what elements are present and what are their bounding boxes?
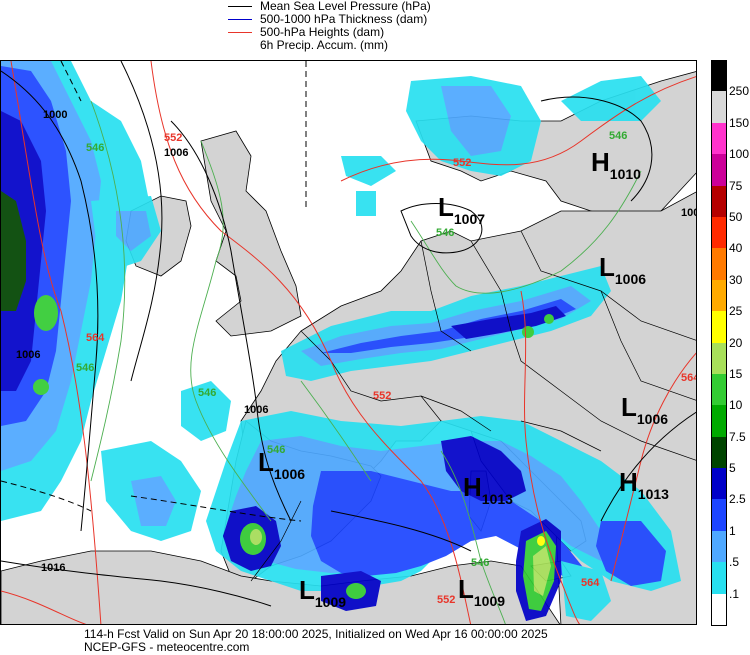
colorbar-tick-label: 1 — [729, 523, 736, 538]
colorbar-swatch — [711, 530, 727, 563]
colorbar-swatch — [711, 373, 727, 406]
msl-label: 1006 — [16, 349, 40, 361]
colorbar-swatch — [711, 91, 727, 124]
weather-map: 1000 1006 1006 1006 1006 1016 552 552 55… — [0, 60, 697, 625]
msl-label: 1006 — [244, 404, 268, 416]
low-pressure-marker: L1007 — [438, 192, 485, 227]
colorbar-swatch — [711, 405, 727, 438]
colorbar-swatch — [711, 499, 727, 532]
colorbar-swatch — [711, 562, 727, 595]
thickness-contours — [90, 100, 642, 624]
low-pressure-marker: L1009 — [458, 574, 505, 609]
colorbar-tick-label: 5 — [729, 461, 736, 476]
precip-colorbar: 250 150 100 75 50 40 30 25 20 15 10 7.5 5 2.5 1 .5 .1 — [708, 60, 750, 626]
thickness-label: 546 — [86, 142, 104, 154]
colorbar-tick-label: 250 — [729, 84, 750, 99]
colorbar-swatch — [711, 154, 727, 187]
legend-line-blue — [228, 19, 252, 20]
forecast-validity-text: 114-h Fcst Valid on Sun Apr 20 18:00:00 … — [84, 627, 548, 641]
heights-label: 552 — [373, 390, 391, 402]
colorbar-swatch — [711, 122, 727, 155]
thickness-label: 546 — [76, 362, 94, 374]
colorbar-tick-label: .1 — [729, 586, 740, 601]
map-canvas: 1000 1006 1006 1006 1006 1016 552 552 55… — [1, 61, 697, 624]
heights-label: 564 — [581, 577, 600, 589]
colorbar-swatch — [711, 468, 727, 501]
high-pressure-marker: H1013 — [619, 467, 669, 502]
colorbar-swatch — [711, 60, 727, 92]
thickness-label: 546 — [267, 444, 285, 456]
source-credit-text: NCEP-GFS - meteocentre.com — [84, 640, 250, 654]
colorbar-tick-label: 20 — [729, 335, 743, 350]
colorbar-tick-label: 15 — [729, 366, 743, 381]
colorbar-swatch — [711, 216, 727, 249]
map-footer: 114-h Fcst Valid on Sun Apr 20 18:00:00 … — [84, 628, 548, 654]
thickness-label: 546 — [609, 130, 627, 142]
low-pressure-marker: L1009 — [299, 575, 346, 610]
colorbar-swatch — [711, 593, 727, 626]
colorbar-tick-label: 2.5 — [729, 492, 746, 507]
thickness-label: 546 — [471, 557, 489, 569]
pressure-systems: H1010 L1007 L1006 L1006 L1006 H1013 H101… — [258, 147, 669, 610]
colorbar-swatch — [711, 311, 727, 344]
heights-label: 552 — [437, 594, 455, 606]
colorbar-tick-label: 100 — [729, 147, 750, 162]
colorbar-tick-label: 75 — [729, 178, 743, 193]
colorbar-swatch — [711, 436, 727, 469]
colorbar-swatch — [711, 279, 727, 312]
colorbar-swatch — [711, 248, 727, 281]
colorbar-swatch — [711, 342, 727, 375]
heights-label: 552 — [453, 157, 471, 169]
colorbar-tick-label: 150 — [729, 115, 750, 130]
legend-label: 6h Precip. Accum. (mm) — [260, 38, 389, 52]
colorbar-tick-label: .5 — [729, 555, 740, 570]
heights-label: 564 — [86, 332, 105, 344]
legend-label: 500-hPa Heights (dam) — [260, 25, 385, 39]
low-pressure-marker: L1006 — [599, 252, 646, 287]
colorbar-tick-label: 10 — [729, 398, 743, 413]
colorbar-tick-label: 30 — [729, 272, 743, 287]
colorbar-tick-label: 50 — [729, 209, 743, 224]
high-pressure-marker: H1013 — [463, 472, 513, 507]
country-borders — [250, 230, 696, 582]
legend-label: 500-1000 hPa Thickness (dam) — [260, 12, 428, 26]
legend-label: Mean Sea Level Pressure (hPa) — [260, 0, 431, 13]
thickness-label: 546 — [198, 387, 216, 399]
contour-labels: 1000 1006 1006 1006 1006 1016 552 552 55… — [16, 109, 697, 606]
map-legend: Mean Sea Level Pressure (hPa) 500-1000 h… — [228, 0, 528, 56]
msl-label: 1000 — [43, 109, 67, 121]
msl-label: 1006 — [164, 147, 188, 159]
low-pressure-marker: L1006 — [621, 392, 668, 427]
high-pressure-marker: H1010 — [591, 147, 641, 182]
legend-line-black — [228, 6, 252, 7]
msl-label: 1006 — [681, 207, 697, 219]
msl-label: 1016 — [41, 562, 65, 574]
legend-line-red — [228, 32, 252, 33]
precip-shading — [1, 61, 681, 621]
heights-label: 552 — [164, 132, 182, 144]
thickness-label: 546 — [436, 227, 454, 239]
heights-label: 564 — [681, 372, 697, 384]
colorbar-tick-label: 40 — [729, 241, 743, 256]
low-pressure-marker: L1006 — [258, 447, 305, 482]
colorbar-tick-label: 7.5 — [729, 429, 746, 444]
colorbar-swatch — [711, 185, 727, 218]
msl-contours — [1, 61, 696, 607]
colorbar-tick-label: 25 — [729, 304, 743, 319]
